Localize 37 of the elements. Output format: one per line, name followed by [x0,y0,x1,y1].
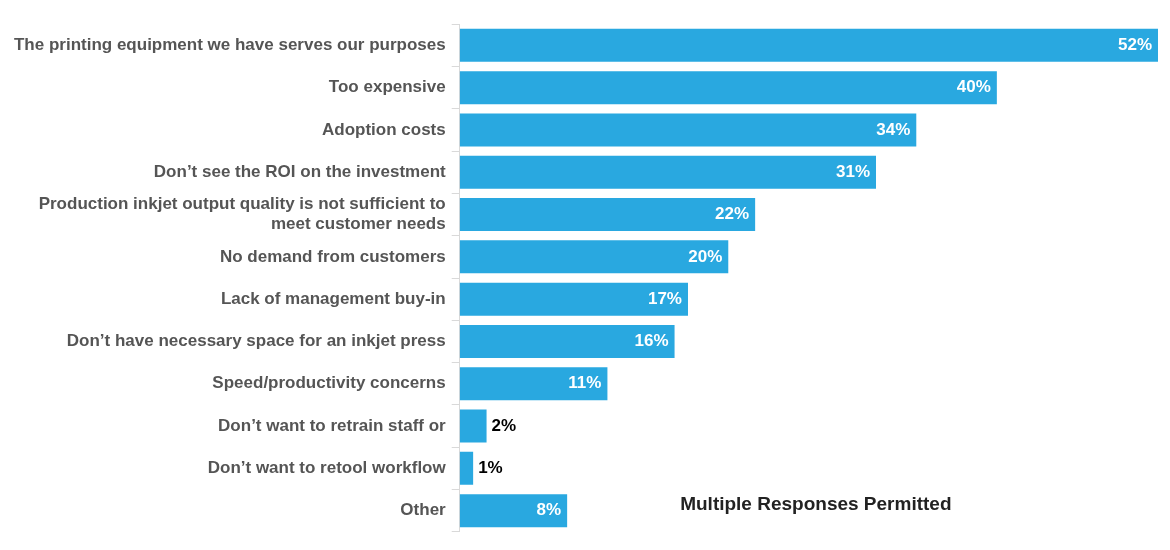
bar [459,28,1158,62]
y-tick-label: Production inkjet output quality is not sufficient to meet customer needs [38,194,446,234]
data-label: 2% [491,415,517,435]
bar [459,71,997,105]
bar [459,367,608,401]
y-tick-label: Speed/productivity concerns [212,373,446,393]
y-tick-label: Don’t want to retrain staff or [218,415,447,435]
annotation: Multiple Responses Permitted [680,492,952,514]
y-tick-label: Lack of management buy-in [220,288,446,308]
data-label: 40% [956,77,991,97]
data-label: 1% [478,458,503,478]
y-tick-label: Adoption costs [321,119,446,139]
bar [459,282,688,316]
data-label: 8% [536,500,562,520]
y-tick-label: Too expensive [328,77,446,97]
bar [459,240,729,274]
data-label: 34% [876,119,911,139]
data-label: 31% [835,161,870,181]
bar [459,409,487,443]
y-tick-label: The printing equipment we have serves our purposes [13,35,446,55]
bar [459,155,876,189]
bar [459,451,474,485]
y-tick-label: Don’t see the ROI on the investment [153,161,447,181]
y-tick-label: No demand from customers [219,246,446,266]
data-label: 52% [1117,35,1152,55]
data-label: 22% [715,204,750,224]
data-label: 16% [634,331,669,351]
y-tick-label: Don’t want to retool workflow [207,458,447,478]
bar [459,324,675,358]
data-label: 20% [688,246,723,266]
data-label: 17% [647,288,682,308]
bar [459,198,756,232]
bar [459,494,568,528]
y-tick-label: Don’t have necessary space for an inkjet press [66,331,446,351]
bar [459,113,917,147]
data-label: 11% [568,373,602,393]
y-tick-label: Other [400,500,447,520]
